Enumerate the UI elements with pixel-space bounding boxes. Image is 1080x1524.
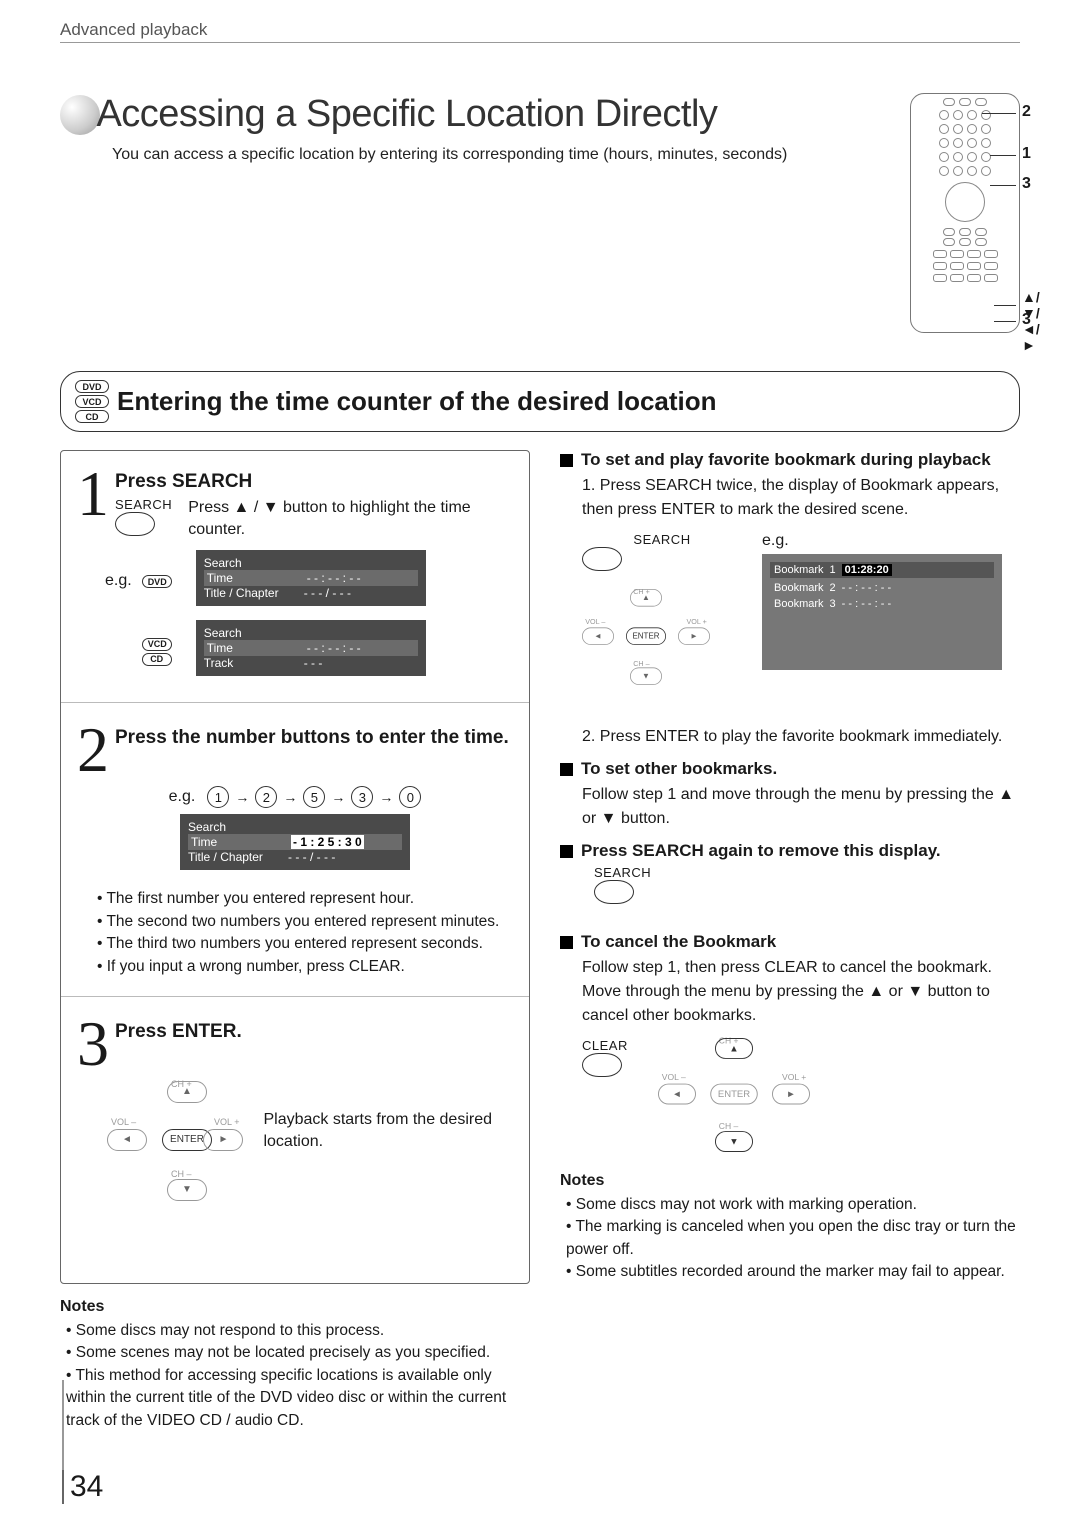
remote-annot-1: 1 [1022,145,1031,163]
search-button-icon [115,512,155,536]
page-subtitle: You can access a specific location by en… [112,144,894,166]
bm-h4: To cancel the Bookmark [581,932,776,952]
dpad-diagram: CH + ▲ VOL – ◄ ENTER VOL + ► CH – ▼ [107,1081,243,1201]
bm-h1: To set and play favorite bookmark during… [581,450,991,470]
step3-body: Playback starts from the desired locatio… [263,1109,513,1201]
step1-title: Press SEARCH [115,471,513,493]
remote-diagram [910,93,1020,333]
disc-vcd: VCD [75,395,109,408]
left-notes: Some discs may not respond to this proce… [60,1320,530,1432]
square-bullet-icon [560,454,573,467]
clear-label: CLEAR [582,1038,628,1053]
title-bullet-icon [60,95,100,135]
steps-panel: 1 Press SEARCH SEARCH Press ▲ / ▼ button… [60,450,530,1284]
square-bullet-icon [560,936,573,949]
remote-annot-3b: 3 [1022,311,1031,329]
remote-annot-2: 2 [1022,103,1031,121]
right-notes-heading: Notes [560,1172,1020,1190]
section-header: Advanced playback [60,20,1020,40]
panel2-disc2: CD [142,653,172,666]
bm-p2: Follow step 1 and move through the menu … [582,783,1020,831]
left-notes-heading: Notes [60,1298,530,1316]
disc-cd: CD [75,410,109,423]
step2-bullets: The first number you entered represent h… [77,888,513,978]
step3-title: Press ENTER. [115,1021,513,1043]
page-title: Accessing a Specific Location Directly [96,93,717,135]
bm-search-label-2: SEARCH [594,865,1020,880]
square-bullet-icon [560,763,573,776]
section-heading: Entering the time counter of the desired… [117,386,717,417]
header-rule [60,42,1020,43]
disc-dvd: DVD [75,380,109,393]
step2-number: 2 [77,721,109,779]
bookmark-display: Bookmark101:28:20 Bookmark2- - : - - : -… [762,554,1002,670]
bm-h3: Press SEARCH again to remove this displa… [581,841,941,861]
step1-body: Press ▲ / ▼ button to highlight the time… [188,497,513,542]
step2-title: Press the number buttons to enter the ti… [115,727,513,749]
bm-s1: 1. Press SEARCH twice, the display of Bo… [582,474,1020,522]
step1-eg: e.g. [105,572,132,590]
search-panel-dvd: Search Time- - : - - : - - Title / Chapt… [196,550,426,606]
bm-search-icon-2 [594,880,634,904]
bm-search-label: SEARCH [582,532,742,547]
dpad-diagram-2: CH + ▲ VOL – ◄ ENTER VOL + ► CH – ▼ [582,589,710,685]
dpad-diagram-3: CH + ▲ VOL – ◄ ENTER VOL + ► CH – ▼ [658,1038,810,1152]
number-sequence: e.g. 1→ 2→ 5→ 3→ 0 [77,786,513,808]
clear-button-icon [582,1053,622,1077]
right-notes: Some discs may not work with marking ope… [560,1194,1020,1284]
panel1-disc: DVD [142,575,172,588]
bm-h2: To set other bookmarks. [581,759,777,779]
step1-number: 1 [77,465,109,523]
search-panel-vcd: Search Time- - : - - : - - Track- - - [196,620,426,676]
square-bullet-icon [560,845,573,858]
search-panel-time: Search Time- 1 : 2 5 : 3 0 Title / Chapt… [180,814,410,870]
bm-p4: Follow step 1, then press CLEAR to cance… [582,956,1020,1028]
bookmark-panel: To set and play favorite bookmark during… [560,450,1020,1284]
search-button-label: SEARCH [115,497,172,512]
bm-s2: 2. Press ENTER to play the favorite book… [582,725,1020,749]
section-box: DVD VCD CD Entering the time counter of … [60,371,1020,432]
remote-annot-3a: 3 [1022,175,1031,193]
bm-eg: e.g. [762,532,1002,550]
panel2-disc1: VCD [142,638,172,651]
page-number: 34 [62,1470,103,1504]
bm-search-icon [582,547,622,571]
step3-number: 3 [77,1015,109,1073]
